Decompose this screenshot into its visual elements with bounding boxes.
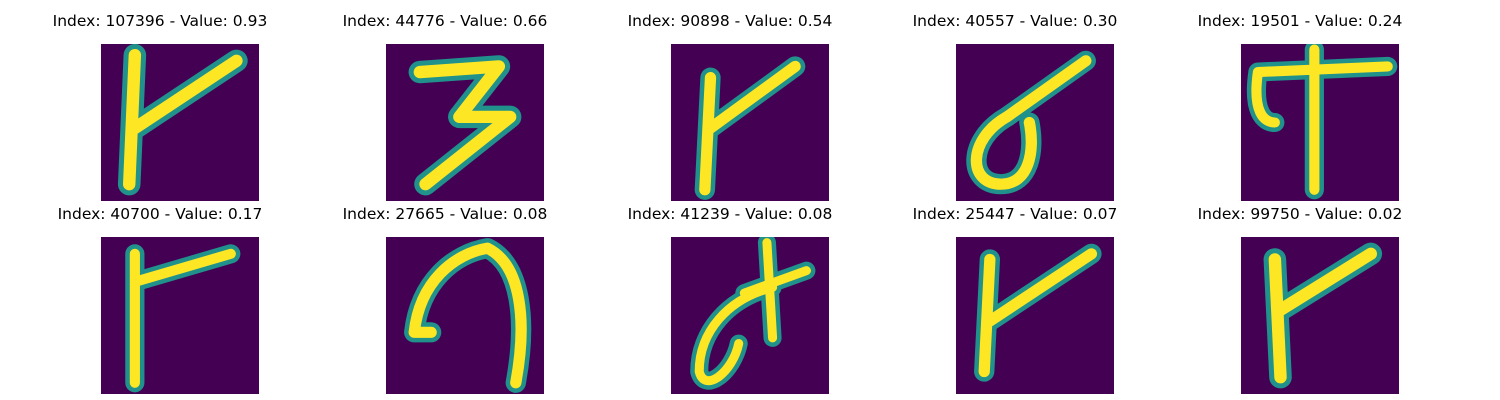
panel-1: Index: 107396 - Value: 0.93 [40,10,280,201]
panel-10: Index: 99750 - Value: 0.02 [1180,203,1420,394]
digit-image-9 [956,237,1114,394]
panel-title: Index: 27665 - Value: 0.08 [342,205,548,223]
panel-title: Index: 90898 - Value: 0.54 [627,12,833,30]
panel-4: Index: 40557 - Value: 0.30 [895,10,1135,201]
panel-title: Index: 44776 - Value: 0.66 [342,12,548,30]
panel-6: Index: 40700 - Value: 0.17 [40,203,280,394]
panel-title: Index: 107396 - Value: 0.93 [52,12,268,30]
panel-title: Index: 40700 - Value: 0.17 [57,205,263,223]
panel-7: Index: 27665 - Value: 0.08 [325,203,565,394]
digit-image-7 [386,237,544,394]
panel-title: Index: 41239 - Value: 0.08 [627,205,833,223]
panel-9: Index: 25447 - Value: 0.07 [895,203,1135,394]
digit-image-8 [671,237,829,394]
panel-8: Index: 41239 - Value: 0.08 [610,203,850,394]
panel-title: Index: 99750 - Value: 0.02 [1197,205,1403,223]
panel-title: Index: 25447 - Value: 0.07 [912,205,1118,223]
panel-title: Index: 40557 - Value: 0.30 [912,12,1118,30]
digit-image-3 [671,44,829,201]
digit-image-5 [1241,44,1399,201]
panel-3: Index: 90898 - Value: 0.54 [610,10,850,201]
panel-5: Index: 19501 - Value: 0.24 [1180,10,1420,201]
panel-title: Index: 19501 - Value: 0.24 [1197,12,1403,30]
digit-image-2 [386,44,544,201]
digit-image-10 [1241,237,1399,394]
digit-image-6 [101,237,259,394]
digit-image-1 [101,44,259,201]
digit-image-4 [956,44,1114,201]
panel-2: Index: 44776 - Value: 0.66 [325,10,565,201]
